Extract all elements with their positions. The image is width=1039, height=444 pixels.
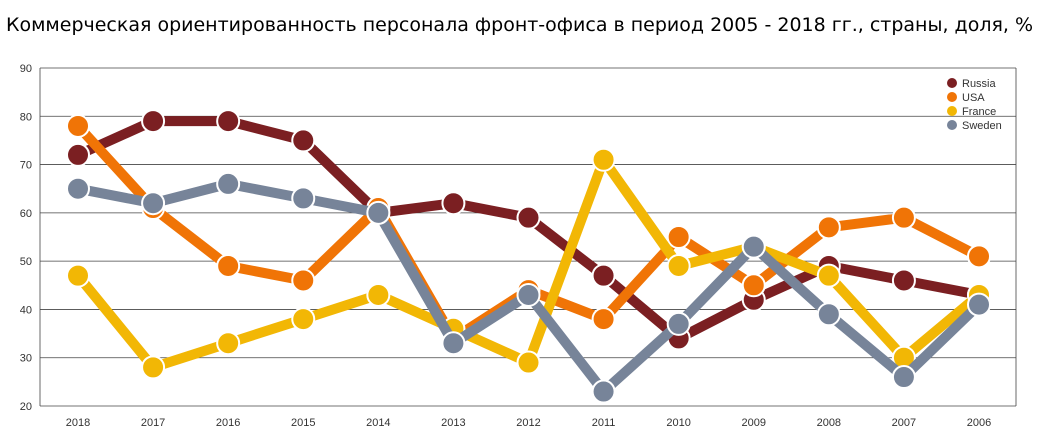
data-point[interactable] xyxy=(891,268,916,293)
y-tick-label: 80 xyxy=(20,111,32,123)
legend-swatch xyxy=(947,78,957,88)
data-point[interactable] xyxy=(291,186,316,211)
y-tick-label: 50 xyxy=(20,256,32,268)
data-point[interactable] xyxy=(216,331,241,356)
data-point[interactable] xyxy=(291,307,316,332)
data-point[interactable] xyxy=(291,128,316,153)
data-point[interactable] xyxy=(141,355,166,380)
data-point[interactable] xyxy=(366,282,391,307)
data-point[interactable] xyxy=(591,263,616,288)
series-usa xyxy=(66,113,991,351)
axis-layer: 20 30 40 50 60 70 80 90 2018 2017 2016 2015 2014 2013… xyxy=(20,63,1017,429)
y-tick-label: 70 xyxy=(20,160,32,172)
legend-label: USA xyxy=(962,92,985,104)
data-point[interactable] xyxy=(666,311,691,336)
data-point[interactable] xyxy=(891,365,916,390)
data-point[interactable] xyxy=(441,331,466,356)
data-point[interactable] xyxy=(216,253,241,278)
data-point[interactable] xyxy=(741,234,766,259)
data-point[interactable] xyxy=(666,225,691,249)
data-point[interactable] xyxy=(516,205,541,230)
data-point[interactable] xyxy=(816,302,841,327)
x-tick-label: 2016 xyxy=(216,417,240,429)
x-tick-label: 2006 xyxy=(967,417,991,429)
data-point[interactable] xyxy=(591,307,616,332)
series-france xyxy=(66,147,991,380)
data-point[interactable] xyxy=(216,109,241,134)
data-point[interactable] xyxy=(816,263,841,288)
legend: Russia USA France Sweden xyxy=(947,78,1002,132)
data-point[interactable] xyxy=(216,171,241,196)
legend-label: Russia xyxy=(962,78,997,90)
y-tick-label: 90 xyxy=(20,63,32,75)
legend-label: Sweden xyxy=(962,120,1002,132)
data-point[interactable] xyxy=(141,191,166,216)
x-tick-label: 2009 xyxy=(742,417,766,429)
data-point[interactable] xyxy=(66,263,90,288)
data-point[interactable] xyxy=(591,147,616,172)
data-point[interactable] xyxy=(666,253,691,278)
data-point[interactable] xyxy=(66,142,90,167)
data-point[interactable] xyxy=(516,350,541,375)
data-point[interactable] xyxy=(891,205,916,230)
series-layer xyxy=(66,109,991,404)
y-tick-label: 40 xyxy=(20,304,32,316)
data-point[interactable] xyxy=(291,268,316,293)
data-point[interactable] xyxy=(366,200,391,225)
data-point[interactable] xyxy=(516,282,541,307)
chart-title: Коммерческая ориентированность персонала… xyxy=(5,14,1034,36)
data-point[interactable] xyxy=(741,273,766,298)
data-point[interactable] xyxy=(66,176,90,201)
x-tick-label: 2013 xyxy=(441,417,465,429)
x-tick-label: 2012 xyxy=(516,417,540,429)
x-tick-label: 2015 xyxy=(291,417,315,429)
legend-swatch xyxy=(947,120,957,130)
x-tick-label: 2008 xyxy=(817,417,841,429)
x-tick-label: 2010 xyxy=(666,417,690,429)
y-tick-label: 60 xyxy=(20,208,32,220)
series-sweden xyxy=(66,171,991,404)
data-point[interactable] xyxy=(591,379,616,404)
data-point[interactable] xyxy=(441,191,466,216)
x-tick-label: 2011 xyxy=(592,417,616,429)
x-tick-label: 2007 xyxy=(892,417,916,429)
data-point[interactable] xyxy=(141,109,166,134)
x-tick-label: 2017 xyxy=(141,417,165,429)
data-point[interactable] xyxy=(967,292,991,317)
y-tick-label: 20 xyxy=(20,401,32,413)
data-point[interactable] xyxy=(66,113,90,138)
y-tick-label: 30 xyxy=(20,353,32,365)
legend-swatch xyxy=(947,106,957,116)
data-point[interactable] xyxy=(967,244,991,269)
legend-label: France xyxy=(962,106,996,118)
x-tick-label: 2014 xyxy=(366,417,390,429)
x-tick-label: 2018 xyxy=(66,417,90,429)
series-russia xyxy=(66,109,991,351)
data-point[interactable] xyxy=(816,215,841,240)
legend-swatch xyxy=(947,92,957,102)
